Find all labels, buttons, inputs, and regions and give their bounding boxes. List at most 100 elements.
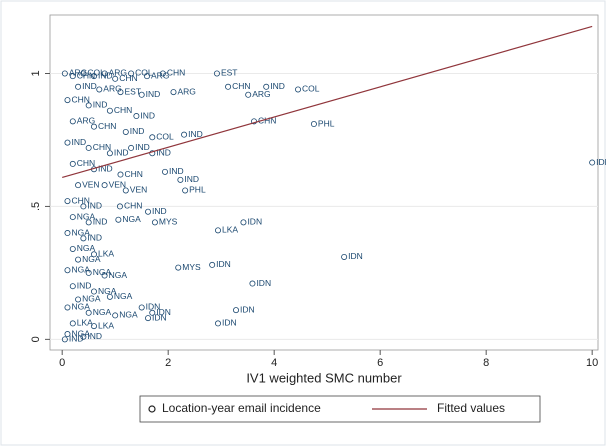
point bbox=[112, 312, 119, 319]
legend-label: Fitted values bbox=[437, 401, 505, 415]
point-label: ARG bbox=[69, 68, 87, 78]
point-label: IND bbox=[98, 70, 113, 80]
point bbox=[80, 333, 87, 340]
point-label: IND bbox=[130, 126, 145, 136]
point bbox=[64, 267, 71, 274]
point-label: NGA bbox=[71, 227, 90, 237]
point-label: CHN bbox=[98, 121, 116, 131]
point bbox=[85, 144, 92, 151]
point bbox=[90, 73, 97, 80]
point-label: IND bbox=[156, 148, 171, 158]
point-label: IND bbox=[87, 331, 102, 341]
point bbox=[64, 304, 71, 311]
point bbox=[162, 168, 169, 175]
point bbox=[64, 198, 71, 205]
point bbox=[69, 160, 76, 167]
point-label: VEN bbox=[130, 185, 147, 195]
point-label: NGA bbox=[77, 211, 96, 221]
point-label: IND bbox=[98, 163, 113, 173]
point bbox=[233, 307, 240, 314]
x-axis-title: IV1 weighted SMC number bbox=[246, 370, 402, 385]
point bbox=[128, 70, 135, 77]
point bbox=[213, 70, 220, 77]
point bbox=[80, 203, 87, 210]
point bbox=[251, 118, 258, 125]
legend-label: Location-year email incidence bbox=[162, 401, 321, 415]
point bbox=[245, 91, 252, 98]
point-label: COL bbox=[135, 68, 153, 78]
point bbox=[182, 187, 189, 194]
point-label: NGA bbox=[77, 243, 96, 253]
point bbox=[75, 182, 82, 189]
point-label: IND bbox=[152, 206, 167, 216]
point-label: LKA bbox=[98, 249, 114, 259]
point-label: NGA bbox=[82, 254, 101, 264]
point bbox=[85, 219, 92, 226]
point-label: ARG bbox=[151, 70, 169, 80]
point-label: CHN bbox=[71, 94, 89, 104]
fitted-line bbox=[62, 25, 593, 179]
point-label: CHN bbox=[167, 68, 185, 78]
point-label: ARG bbox=[252, 89, 270, 99]
point-label: IND bbox=[93, 100, 108, 110]
point bbox=[69, 245, 76, 252]
point-label: IDN bbox=[596, 157, 606, 167]
point bbox=[143, 73, 150, 80]
point-label: NGA bbox=[109, 270, 128, 280]
point bbox=[75, 296, 82, 303]
point-label: CHN bbox=[124, 201, 142, 211]
point-label: IDN bbox=[247, 217, 262, 227]
point-label: ARG bbox=[177, 86, 195, 96]
point bbox=[61, 70, 68, 77]
point-label: CHN bbox=[258, 116, 276, 126]
point bbox=[177, 176, 184, 183]
point-label: VEN bbox=[82, 179, 99, 189]
point bbox=[64, 331, 71, 338]
y-tick-label: 1 bbox=[30, 70, 42, 76]
point-label: IDN bbox=[156, 307, 171, 317]
point-label: PHL bbox=[189, 185, 206, 195]
point-label: NGA bbox=[71, 302, 90, 312]
point bbox=[85, 269, 92, 276]
x-tick-label: 0 bbox=[59, 357, 65, 369]
point-label: COL bbox=[87, 68, 105, 78]
point-label: LKA bbox=[98, 320, 114, 330]
point-label: NGA bbox=[71, 328, 90, 338]
point-label: CHN bbox=[77, 70, 95, 80]
point-label: NGA bbox=[93, 307, 112, 317]
point-label: IND bbox=[93, 217, 108, 227]
point bbox=[133, 113, 140, 120]
point-label: IND bbox=[87, 201, 102, 211]
point bbox=[90, 288, 97, 295]
point-label: EST bbox=[124, 86, 141, 96]
point bbox=[101, 272, 108, 279]
point bbox=[75, 83, 82, 90]
point bbox=[151, 219, 158, 226]
x-tick-label: 10 bbox=[586, 357, 598, 369]
point-label: NGA bbox=[119, 310, 138, 320]
point bbox=[90, 251, 97, 258]
point bbox=[145, 315, 152, 322]
point bbox=[85, 309, 92, 316]
point bbox=[61, 336, 68, 343]
x-tick-label: 8 bbox=[483, 357, 489, 369]
point bbox=[149, 309, 156, 316]
point-label: NGA bbox=[98, 286, 117, 296]
point-label: CHN bbox=[77, 158, 95, 168]
point-label: CHN bbox=[71, 195, 89, 205]
point-label: CHN bbox=[119, 73, 137, 83]
point bbox=[215, 227, 222, 234]
point bbox=[64, 230, 71, 237]
point bbox=[159, 70, 166, 77]
point-label: IDN bbox=[152, 312, 167, 322]
point-label: CHN bbox=[93, 142, 111, 152]
point-label: LKA bbox=[77, 318, 93, 328]
point bbox=[106, 293, 113, 300]
point bbox=[101, 182, 108, 189]
legend-box bbox=[139, 395, 541, 423]
point-label: IND bbox=[87, 233, 102, 243]
point bbox=[69, 283, 76, 290]
legend-swatch bbox=[148, 405, 156, 413]
point-label: IND bbox=[114, 148, 129, 158]
